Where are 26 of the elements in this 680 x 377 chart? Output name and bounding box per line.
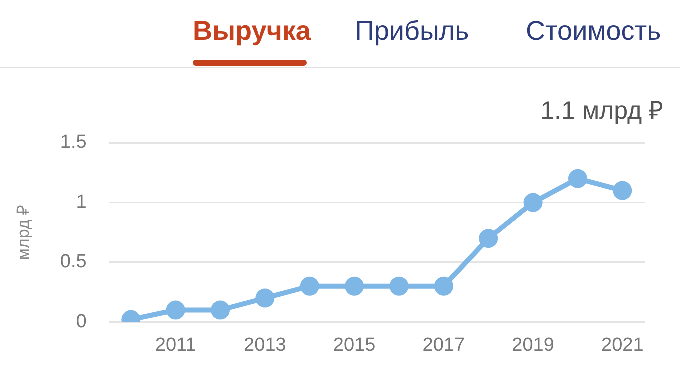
point xyxy=(568,169,588,188)
y-tick-label: 0.5 xyxy=(60,252,87,273)
y-tick-label: 1 xyxy=(76,192,87,213)
point xyxy=(300,276,320,296)
x-tick-label: 2019 xyxy=(512,334,554,356)
text: Стоимость xyxy=(526,16,662,47)
text: Выручка xyxy=(193,16,311,47)
point xyxy=(211,300,230,320)
text: Прибыль xyxy=(355,16,470,47)
x-tick-label: 2021 xyxy=(602,334,644,356)
x-tick-label: 2017 xyxy=(422,334,466,356)
y-tick-label: 0 xyxy=(76,311,87,332)
y-axis-title: млрд ₽ xyxy=(14,204,33,260)
point xyxy=(256,288,275,308)
x-tick-label: 2013 xyxy=(244,334,286,356)
point xyxy=(434,276,454,296)
x-tick-label: 2011 xyxy=(155,334,196,356)
point xyxy=(479,229,498,248)
point xyxy=(524,193,543,212)
point xyxy=(345,276,364,296)
point xyxy=(390,276,409,296)
text: 1.1 млрд ₽ xyxy=(540,96,664,126)
point xyxy=(613,181,632,200)
y-tick-label: 1.5 xyxy=(60,132,87,154)
point xyxy=(166,300,186,320)
x-tick-label: 2015 xyxy=(333,334,376,356)
